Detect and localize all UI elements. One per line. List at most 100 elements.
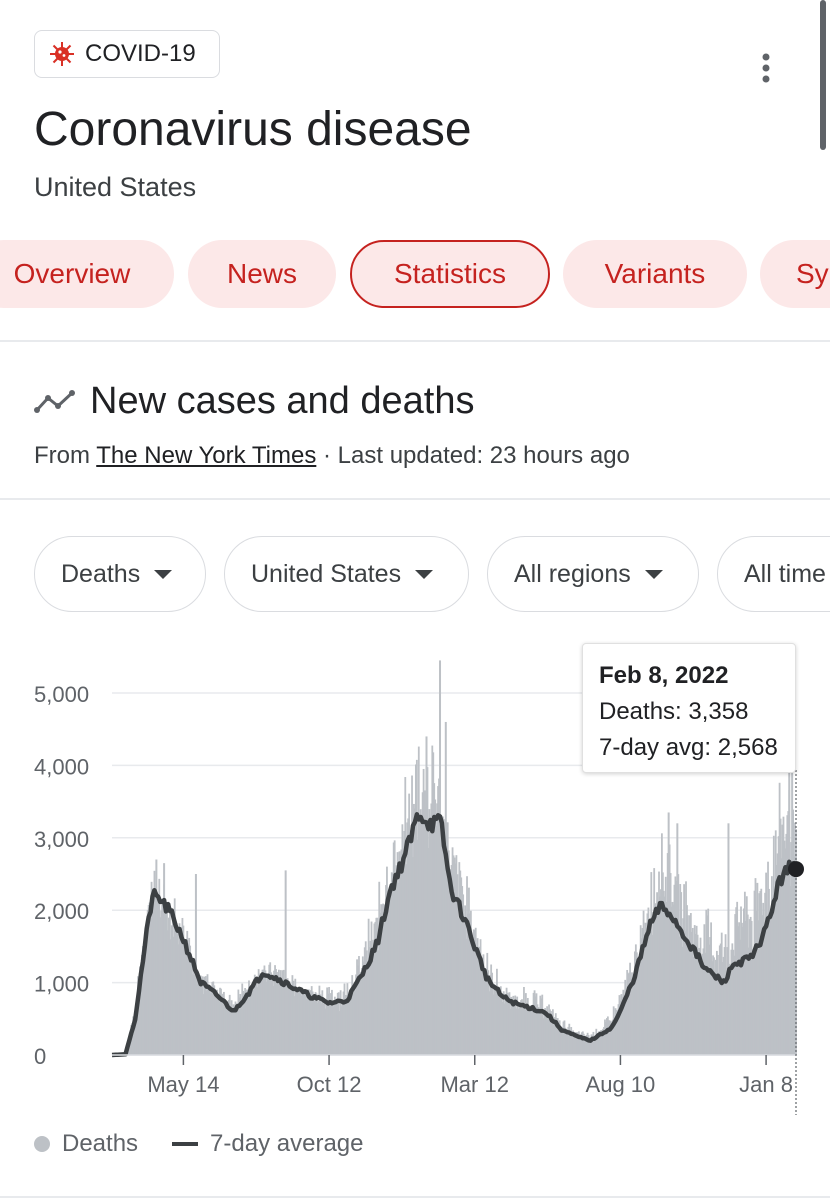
deaths-bar [196, 970, 199, 1055]
deaths-bar [757, 920, 760, 1055]
deaths-bar [381, 904, 384, 1055]
time-range-dropdown[interactable]: All time [717, 536, 830, 612]
deaths-bar [375, 917, 378, 1055]
deaths-bar [168, 903, 171, 1055]
deaths-bar [760, 888, 763, 1055]
deaths-bar [321, 990, 324, 1055]
deaths-bar [639, 925, 642, 1055]
deaths-bar [733, 955, 736, 1055]
tab-symptoms[interactable]: Sy [760, 240, 830, 308]
deaths-bar [669, 873, 672, 1055]
metric-dropdown[interactable]: Deaths [34, 536, 206, 612]
deaths-bar [775, 865, 778, 1055]
deaths-bar [518, 1004, 521, 1055]
deaths-bar [596, 1034, 599, 1055]
deaths-bar [769, 919, 771, 1055]
deaths-bar [665, 902, 668, 1055]
region-dropdown[interactable]: All regions [487, 536, 699, 612]
deaths-bar [427, 848, 430, 1055]
deaths-bar [525, 1010, 528, 1055]
deaths-bar [258, 974, 261, 1055]
deaths-bar [608, 1020, 611, 1055]
scrollbar[interactable] [820, 0, 826, 150]
deaths-bar [257, 969, 260, 1055]
deaths-bar [791, 743, 794, 1055]
deaths-bar [302, 990, 304, 1055]
deaths-bar [456, 874, 459, 1055]
deaths-bar [661, 872, 664, 1055]
deaths-bar [147, 904, 150, 1055]
tooltip-avg: 7-day avg: 2,568 [599, 734, 778, 761]
deaths-bar [319, 994, 322, 1055]
deaths-bar [771, 896, 774, 1055]
deaths-bar [247, 997, 249, 1055]
deaths-bar [277, 980, 279, 1055]
deaths-bar [238, 997, 241, 1055]
deaths-bar [587, 1035, 590, 1055]
deaths-bar [185, 945, 188, 1055]
tab-news[interactable]: News [188, 240, 336, 308]
deaths-bar [360, 971, 362, 1055]
deaths-bar [550, 1010, 552, 1055]
deaths-bar [692, 957, 695, 1055]
deaths-bar [421, 792, 424, 1055]
deaths-bar [176, 932, 179, 1055]
deaths-bar [774, 830, 777, 1055]
deaths-bar [173, 898, 176, 1055]
source-link[interactable]: The New York Times [96, 442, 317, 469]
deaths-bar [487, 970, 490, 1055]
deaths-bar [389, 899, 392, 1055]
tab-statistics[interactable]: Statistics [350, 240, 550, 308]
deaths-bar [786, 815, 789, 1055]
deaths-bar [271, 978, 274, 1055]
deaths-bar [243, 992, 246, 1055]
deaths-bar [336, 992, 339, 1055]
caret-down-icon [154, 569, 173, 579]
deaths-bar [499, 986, 502, 1055]
deaths-bar [579, 1037, 582, 1055]
deaths-bar [326, 987, 329, 1055]
deaths-bar [286, 978, 289, 1055]
deaths-bar [465, 939, 467, 1055]
tab-overview[interactable]: Overview [0, 240, 174, 308]
tab-variants[interactable]: Variants [563, 240, 747, 308]
deaths-bar [452, 855, 455, 1055]
deaths-bar [594, 1037, 597, 1055]
deaths-bar [595, 1028, 598, 1055]
deaths-bar [575, 1032, 577, 1055]
deaths-bar [340, 1006, 343, 1055]
deaths-bar [553, 1017, 556, 1055]
deaths-bar [494, 985, 496, 1055]
deaths-bar [600, 1030, 603, 1055]
deaths-bar [738, 922, 740, 1055]
deaths-bar [146, 910, 149, 1055]
deaths-bar [161, 904, 164, 1055]
deaths-bar [448, 873, 451, 1055]
deaths-bar [679, 884, 682, 1055]
deaths-bar [722, 956, 725, 1055]
deaths-bar [277, 969, 280, 1055]
deaths-bar [590, 1034, 593, 1055]
deaths-bar [523, 986, 525, 1055]
deaths-chart[interactable]: 0 1,000 2,000 3,000 4,000 5,000 May 14 Oct 12 Ma… [0, 640, 830, 1120]
deaths-bar [610, 1023, 613, 1055]
deaths-bar [333, 996, 336, 1055]
deaths-bar [250, 995, 252, 1055]
deaths-bar [365, 950, 368, 1055]
deaths-bar [497, 987, 500, 1055]
covid-19-chip[interactable]: COVID-19 [34, 30, 220, 78]
deaths-bar [436, 803, 439, 1055]
deaths-bar [638, 953, 641, 1055]
deaths-bar [383, 904, 385, 1055]
deaths-bar [578, 1034, 581, 1055]
deaths-bar [751, 957, 754, 1055]
location-dropdown[interactable]: United States [224, 536, 469, 612]
deaths-bar [384, 905, 386, 1055]
deaths-bar [328, 987, 330, 1055]
deaths-bar [729, 965, 732, 1055]
deaths-bar [542, 1018, 545, 1055]
deaths-bar [659, 896, 661, 1055]
deaths-bar [287, 985, 290, 1055]
more-vert-icon[interactable] [752, 50, 780, 86]
deaths-bar [684, 931, 686, 1055]
